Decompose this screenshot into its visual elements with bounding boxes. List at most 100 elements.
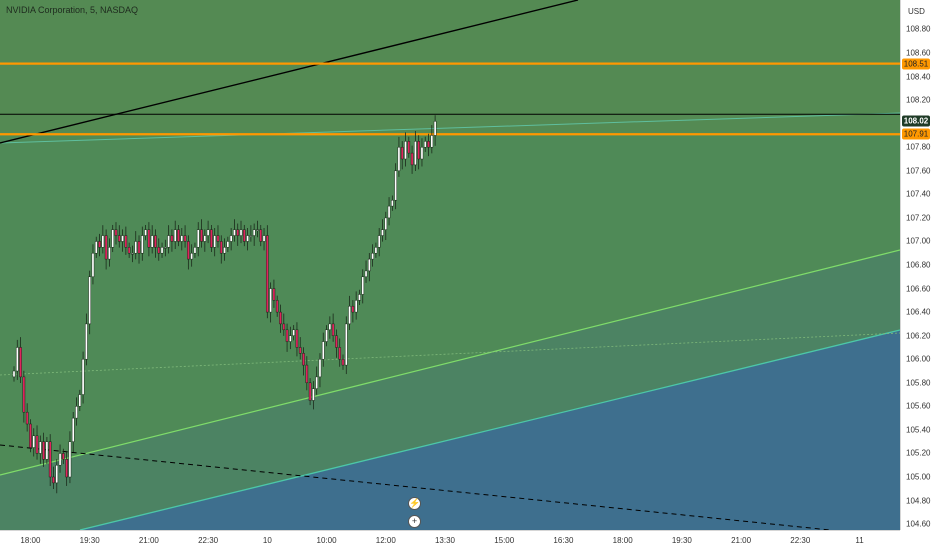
symbol-title[interactable]: NVIDIA Corporation, 5, NASDAQ bbox=[6, 5, 139, 15]
candle-body bbox=[400, 146, 404, 160]
price-tick-label: 106.00 bbox=[906, 354, 931, 364]
time-tick-label: 21:00 bbox=[138, 536, 159, 545]
candle-body bbox=[259, 229, 263, 242]
time-tick-label: 16:30 bbox=[553, 536, 574, 545]
candle-body bbox=[78, 394, 82, 407]
candle-body bbox=[387, 205, 391, 219]
price-tick-label: 108.80 bbox=[906, 24, 931, 34]
candle-body bbox=[242, 229, 246, 242]
candle-body bbox=[252, 229, 256, 236]
candle-body bbox=[351, 305, 355, 313]
price-tick-label: 107.20 bbox=[906, 213, 931, 223]
candle-body bbox=[219, 241, 223, 254]
candle-body bbox=[91, 252, 95, 278]
time-tick-label: 12:00 bbox=[375, 536, 396, 545]
price-tick-label: 105.60 bbox=[906, 401, 931, 411]
candle-body bbox=[367, 258, 371, 272]
lightning-icon[interactable]: ⚡ bbox=[408, 497, 421, 510]
channel-upper-line bbox=[0, 249, 900, 476]
candlestick-chart[interactable] bbox=[0, 0, 900, 530]
candle-body bbox=[196, 229, 200, 248]
candle-body bbox=[279, 311, 282, 325]
candle-body bbox=[318, 358, 322, 378]
price-tick-label: 107.60 bbox=[906, 166, 931, 176]
time-tick-label: 10 bbox=[262, 536, 272, 545]
candle-body bbox=[423, 141, 427, 148]
black-trendline bbox=[0, 0, 579, 144]
candle-body bbox=[354, 300, 358, 313]
candle-body bbox=[328, 323, 332, 331]
candle-body bbox=[193, 247, 197, 254]
candle-body bbox=[265, 235, 269, 313]
candle-body bbox=[315, 376, 319, 389]
candle-body bbox=[111, 229, 115, 248]
candle-body bbox=[377, 235, 381, 248]
candle-body bbox=[55, 464, 59, 484]
time-tick-label: 13:30 bbox=[434, 536, 455, 545]
candle-body bbox=[167, 235, 170, 248]
candle-body bbox=[381, 229, 384, 236]
candle-body bbox=[183, 235, 187, 242]
candle-body bbox=[325, 329, 328, 342]
candle-body bbox=[361, 276, 365, 295]
candle-body bbox=[407, 141, 411, 154]
candle-body bbox=[180, 235, 184, 242]
price-tick-label: 106.20 bbox=[906, 331, 931, 341]
candle-body bbox=[108, 247, 111, 260]
candle-body bbox=[341, 358, 345, 366]
candle-body bbox=[364, 270, 368, 278]
channel-zone bbox=[0, 250, 900, 530]
candle-body bbox=[312, 388, 315, 401]
price-axis[interactable] bbox=[900, 0, 932, 530]
candle-body bbox=[190, 252, 194, 260]
candle-body bbox=[52, 476, 55, 484]
candle-body bbox=[121, 235, 124, 242]
candle-body bbox=[15, 347, 19, 372]
candle-body bbox=[236, 229, 240, 236]
price-level-label: 108.02 bbox=[902, 115, 930, 127]
candle-body bbox=[335, 335, 338, 348]
price-tick-label: 105.40 bbox=[906, 425, 931, 435]
candle-body bbox=[62, 453, 65, 460]
candle-body bbox=[25, 411, 29, 425]
candle-body bbox=[246, 235, 249, 242]
candle-body bbox=[420, 146, 424, 160]
candle-body bbox=[114, 229, 118, 236]
currency-label[interactable]: USD bbox=[908, 7, 925, 16]
candle-body bbox=[12, 370, 16, 378]
candle-body bbox=[305, 364, 309, 384]
candle-body bbox=[206, 229, 210, 236]
black-dashed-trendline bbox=[0, 444, 831, 530]
candle-body bbox=[71, 417, 75, 442]
price-tick-label: 106.60 bbox=[906, 284, 931, 294]
candle-body bbox=[262, 235, 266, 242]
candle-body bbox=[203, 235, 207, 242]
candle-body bbox=[101, 235, 105, 248]
axis-corner bbox=[900, 530, 932, 550]
price-tick-label: 108.60 bbox=[906, 48, 931, 58]
candle-body bbox=[38, 441, 42, 454]
time-tick-label: 18:00 bbox=[20, 536, 41, 545]
candle-body bbox=[302, 353, 305, 366]
candle-body bbox=[213, 235, 217, 248]
time-tick-label: 11 bbox=[855, 536, 864, 545]
candle-body bbox=[104, 235, 108, 260]
teal-trendline bbox=[0, 112, 900, 144]
candle-body bbox=[233, 229, 236, 236]
candle-body bbox=[417, 141, 421, 160]
candle-body bbox=[308, 382, 312, 401]
chart-plot-area[interactable] bbox=[0, 0, 900, 530]
candle-body bbox=[223, 247, 226, 254]
plus-circle-icon[interactable]: + bbox=[408, 515, 421, 528]
price-tick-label: 105.00 bbox=[906, 472, 931, 482]
candle-body bbox=[226, 241, 230, 248]
candle-body bbox=[384, 217, 388, 230]
time-tick-label: 10:00 bbox=[316, 536, 337, 545]
candle-body bbox=[81, 358, 85, 395]
candle-body bbox=[147, 229, 151, 248]
price-tick-label: 104.60 bbox=[906, 519, 931, 529]
time-axis[interactable] bbox=[0, 530, 900, 550]
price-tick-label: 107.40 bbox=[906, 189, 931, 199]
candle-body bbox=[140, 235, 144, 254]
candle-body bbox=[163, 247, 167, 249]
